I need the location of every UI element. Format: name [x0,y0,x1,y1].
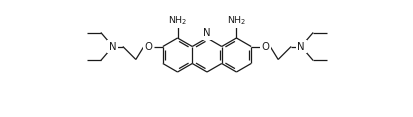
Text: NH$_2$: NH$_2$ [226,14,246,27]
Text: NH$_2$: NH$_2$ [167,14,187,27]
Text: O: O [145,42,152,51]
Text: N: N [203,29,210,38]
Text: N: N [297,42,304,51]
Text: O: O [261,42,268,51]
Text: N: N [109,42,116,51]
